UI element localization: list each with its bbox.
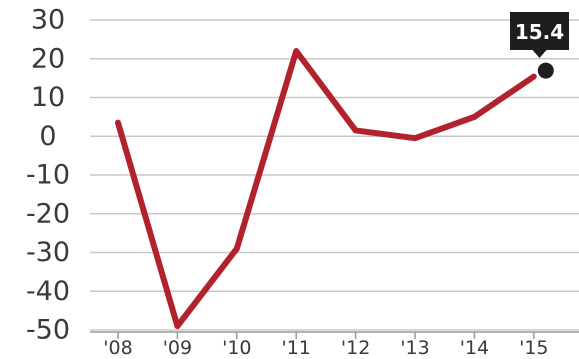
series-line (115, 48, 537, 330)
callout-box (510, 12, 569, 58)
x-tick-label: '11 (281, 337, 310, 359)
data-point (471, 114, 477, 120)
x-tick-label: '15 (519, 337, 548, 359)
x-tick-label: '09 (163, 337, 192, 359)
data-point (174, 323, 180, 329)
x-tick-label: '14 (460, 337, 489, 359)
callout-label: 15.4 (515, 20, 564, 44)
y-tick-label: -40 (26, 276, 70, 307)
y-tick-label: -30 (26, 237, 70, 268)
y-tick-label: 20 (31, 43, 65, 74)
y-tick-label: -50 (26, 315, 70, 346)
y-axis-tick-labels: 30 20 10 0 -10 -20 -30 -40 -50 (26, 5, 70, 346)
x-tick-label: '13 (400, 337, 429, 359)
x-tick-label: '08 (103, 337, 132, 359)
y-tick-label: 10 (31, 82, 65, 113)
data-point (353, 127, 359, 133)
y-tick-label: 0 (39, 121, 56, 152)
gridlines (90, 19, 579, 333)
x-axis-tick-labels: '08 '09 '10 '11 '12 '13 '14 '15 (103, 332, 549, 359)
data-point (115, 120, 121, 126)
data-point (531, 74, 537, 80)
series-layer (115, 48, 537, 330)
x-tick-label: '10 (222, 337, 251, 359)
x-tick-label: '12 (341, 337, 370, 359)
y-tick-label: -20 (26, 198, 70, 229)
data-point (234, 246, 240, 252)
highlight-dot (537, 62, 554, 79)
y-tick-label: -10 (26, 160, 70, 191)
data-point (293, 48, 299, 54)
callout-annotation: 15.4 (510, 12, 569, 79)
data-point (412, 135, 418, 141)
y-tick-label: 30 (31, 5, 65, 36)
